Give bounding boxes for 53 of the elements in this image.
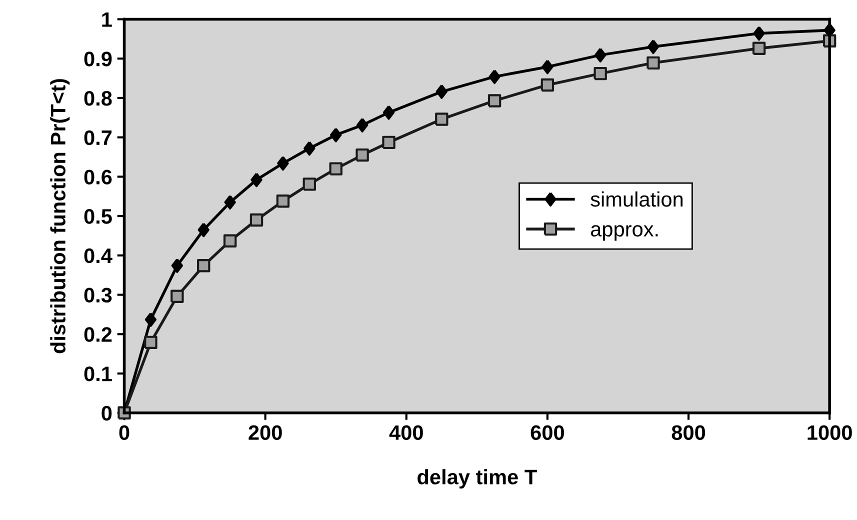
y-tick-label: 0.7 — [84, 130, 112, 146]
x-tick-label: 1000 — [808, 425, 852, 440]
x-tick-label: 400 — [389, 425, 423, 440]
point — [250, 213, 264, 227]
point — [223, 234, 237, 248]
point — [382, 136, 396, 150]
point — [144, 312, 157, 327]
point — [329, 162, 342, 176]
point — [594, 66, 607, 80]
point — [382, 105, 395, 120]
point — [488, 94, 502, 108]
y-tick-label: 0.3 — [84, 288, 112, 303]
y-tick-label: 0.2 — [84, 327, 112, 342]
y-tick-label: 0.8 — [84, 90, 112, 106]
y-tick-label: 0.6 — [84, 170, 112, 184]
y-tick-label: 0.5 — [84, 209, 112, 224]
point — [356, 148, 369, 162]
point — [250, 172, 262, 188]
legend-label: approx. — [590, 225, 658, 241]
point — [330, 128, 342, 142]
point — [197, 259, 210, 272]
y-tick-label: 0 — [102, 406, 112, 421]
point — [276, 194, 290, 208]
y-tick-label: 0.9 — [84, 52, 112, 66]
y-tick-label: 1 — [102, 12, 112, 27]
point — [302, 178, 316, 191]
point — [356, 118, 368, 132]
x-tick-label: 800 — [672, 425, 706, 440]
point — [224, 194, 236, 210]
point — [752, 42, 766, 55]
point — [646, 56, 660, 70]
point — [435, 112, 448, 126]
point — [542, 60, 554, 74]
point — [594, 48, 606, 62]
y-tick-label: 0.4 — [84, 248, 112, 264]
point — [753, 26, 765, 41]
legend-label: simulation — [590, 191, 683, 207]
point — [540, 78, 554, 92]
point — [171, 258, 184, 273]
point — [304, 141, 316, 156]
point — [436, 84, 448, 99]
x-tick-label: 200 — [248, 425, 282, 440]
point — [170, 290, 184, 303]
x-tick-label: 0 — [119, 425, 130, 440]
point — [488, 69, 500, 84]
y-tick-label: 0.1 — [84, 366, 112, 382]
x-axis-title: delay time T — [418, 469, 537, 489]
x-tick-label: 600 — [530, 425, 564, 440]
point — [277, 156, 289, 171]
point — [198, 222, 210, 238]
point — [144, 336, 158, 350]
y-axis-title: distribution function Pr(T<t) — [50, 79, 70, 354]
point — [647, 40, 660, 54]
